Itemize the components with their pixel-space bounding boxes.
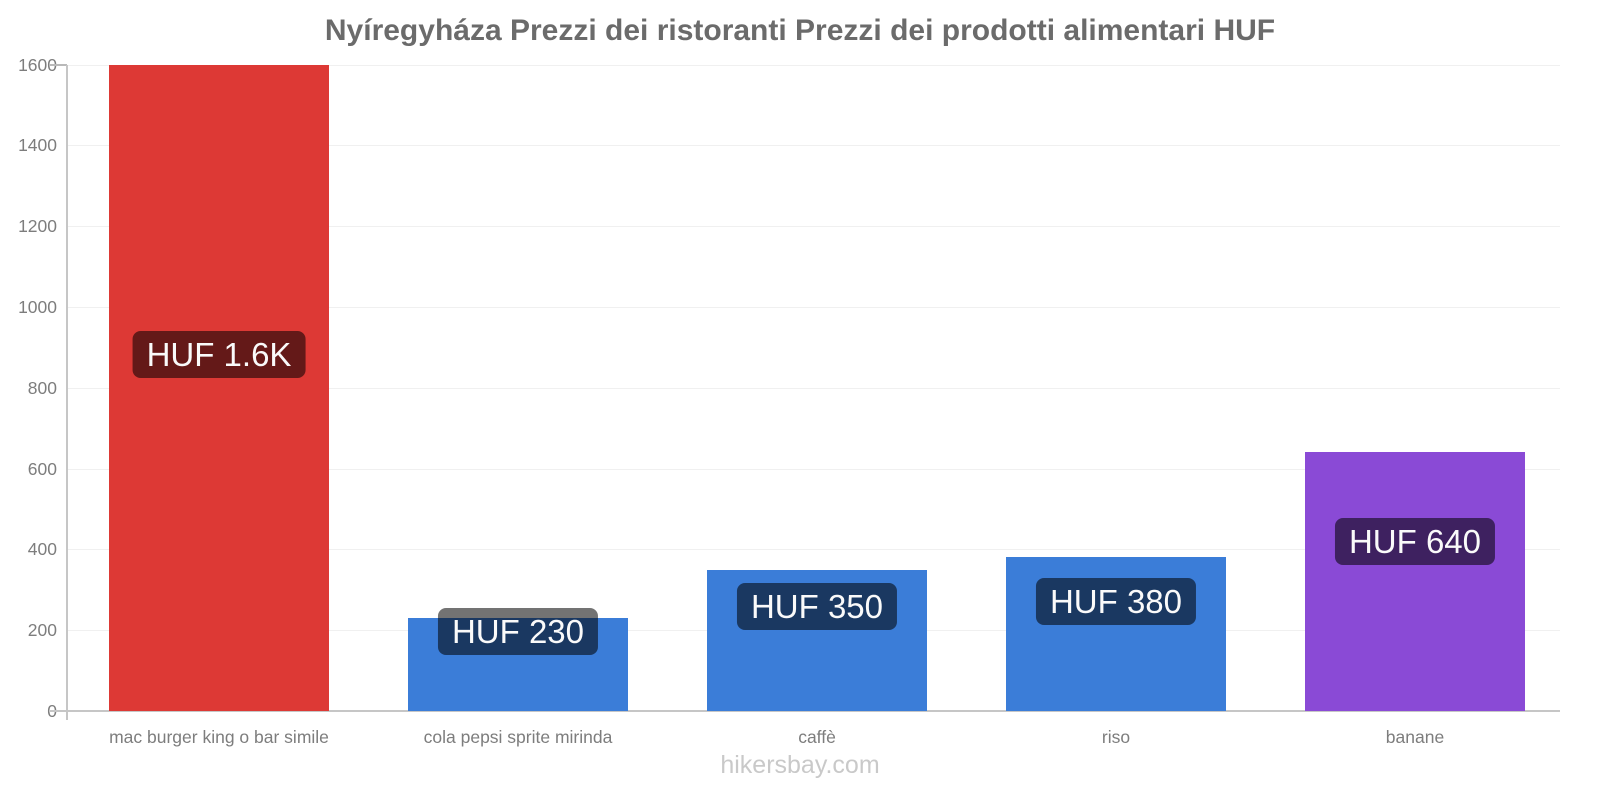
bar-value-label: HUF 380 [1035, 578, 1197, 625]
x-axis-category-label: riso [1101, 727, 1131, 747]
y-axis-tick-label: 600 [27, 459, 57, 479]
bar[interactable] [1305, 452, 1525, 711]
footer-watermark: hikersbay.com [720, 751, 880, 779]
gridline [67, 388, 1560, 389]
gridline [67, 307, 1560, 308]
x-axis-category-label: banane [1385, 727, 1445, 747]
y-axis-tick-label: 400 [27, 539, 57, 559]
y-axis-line [66, 65, 68, 720]
x-axis-category-label: caffè [798, 727, 836, 747]
chart-title: Nyíregyháza Prezzi dei ristoranti Prezzi… [324, 14, 1276, 47]
bar-value-label: HUF 1.6K [132, 331, 306, 378]
x-axis-category-label: cola pepsi sprite mirinda [423, 727, 613, 747]
gridline [67, 549, 1560, 550]
bar-value-label: HUF 350 [736, 583, 898, 630]
gridline [67, 469, 1560, 470]
x-axis-category-label: mac burger king o bar simile [109, 727, 329, 747]
y-axis-tick-label: 1000 [18, 297, 57, 317]
y-axis-tick-label: 200 [27, 620, 57, 640]
y-axis-tick-label: 1400 [18, 135, 57, 155]
gridline [67, 145, 1560, 146]
y-axis-tick-label: 1200 [18, 216, 57, 236]
y-axis-tick [49, 64, 67, 66]
gridline [67, 226, 1560, 227]
gridline [67, 65, 1560, 66]
bar-value-label: HUF 230 [437, 608, 599, 655]
bar[interactable] [109, 64, 329, 711]
bar-value-label: HUF 640 [1334, 518, 1496, 565]
y-axis-tick-label: 1600 [18, 55, 57, 75]
x-axis-line [49, 710, 1560, 712]
y-axis-tick-label: 800 [27, 378, 57, 398]
